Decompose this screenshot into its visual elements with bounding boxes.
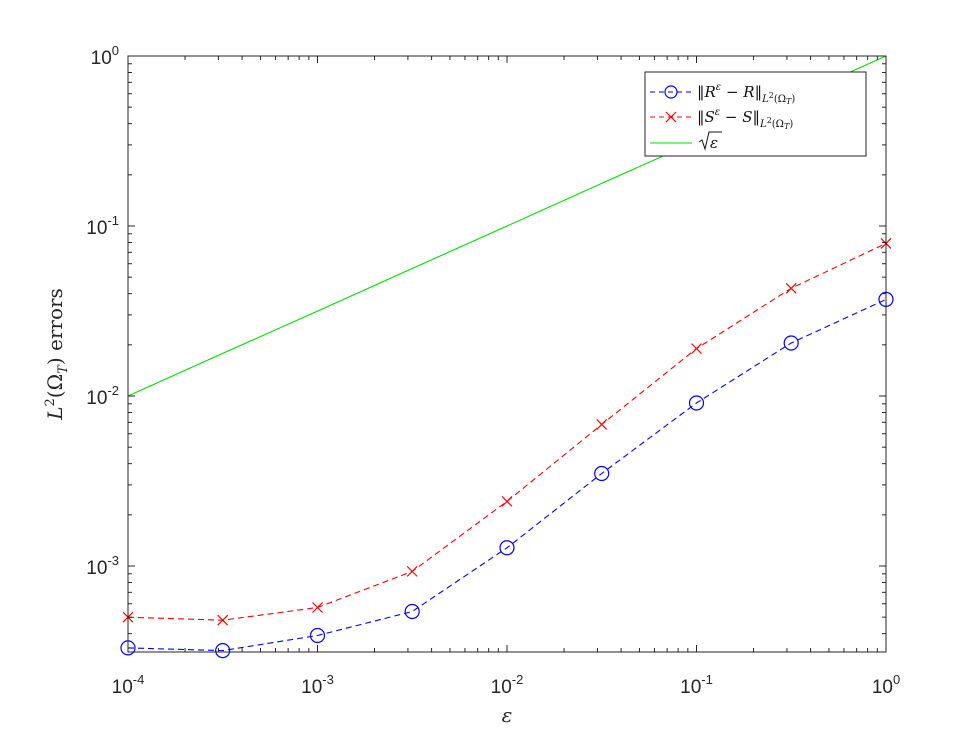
data-point-circle: [783, 335, 799, 351]
legend-marker-s: [665, 111, 677, 123]
svg-text:L2(ΩT) errors: L2(ΩT) errors: [43, 288, 71, 421]
legend-box: [644, 71, 867, 157]
data-point-circle: [215, 642, 231, 659]
y-tick-label: 10-1: [86, 213, 119, 239]
data-point-circle: [594, 465, 610, 482]
data-point-circle: [499, 540, 515, 556]
data-point-x: [312, 602, 323, 613]
data-point-x: [596, 419, 608, 430]
data-point-x: [785, 282, 797, 294]
legend-marker-r: [664, 85, 678, 99]
data-point-x: [217, 614, 229, 626]
legend-label-sqrt: ε: [698, 131, 722, 152]
data-point-x: [691, 343, 702, 355]
svg-text:ε: ε: [710, 134, 718, 152]
data-point-x: [501, 495, 513, 507]
y-tick-label: 10-2: [86, 383, 119, 409]
x-tick-label: 10-2: [491, 672, 524, 698]
data-point-circle: [309, 627, 326, 644]
x-axis-label: ε: [502, 703, 513, 727]
data-point-x: [406, 565, 418, 577]
y-tick-label: 10-3: [86, 553, 119, 579]
x-tick-label: 10-1: [680, 672, 713, 698]
x-tick-label: 100: [872, 672, 900, 698]
y-axis-label: L2(ΩT) errors: [43, 288, 71, 421]
legend: ‖Rε − R‖L2(ΩT) ‖Sε − S‖L2(ΩT) ε: [644, 71, 867, 157]
data-point-circle: [688, 395, 705, 411]
x-tick-label: 10-3: [301, 672, 334, 698]
x-tick-label: 10-4: [112, 672, 145, 698]
y-tick-label: 100: [91, 43, 119, 69]
data-point-circle: [404, 603, 420, 620]
tick-layer: 10-4 10-3 10-2 10-1 100 10-3 10-2 10-1 100: [86, 43, 900, 698]
series-line-1: [127, 298, 887, 652]
